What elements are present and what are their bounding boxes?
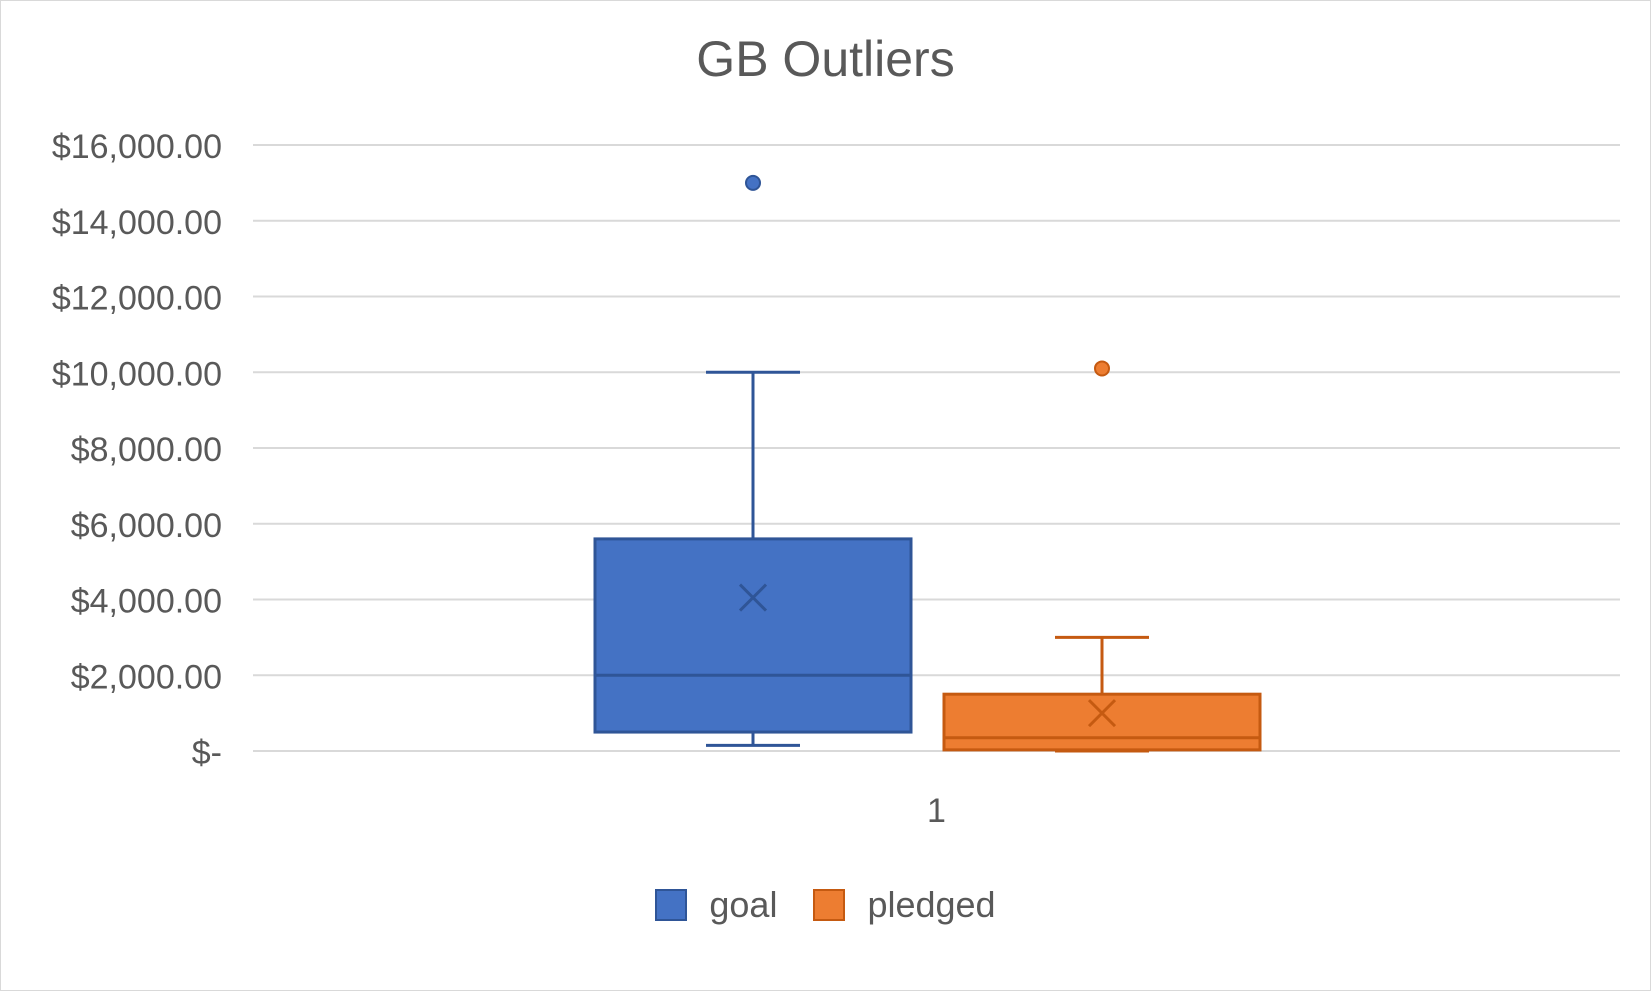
box-series [593,174,1262,753]
legend-swatch-goal [655,889,688,921]
y-axis-tick-labels: $- $2,000.00 $4,000.00 $6,000.00 $8,000.00 $1… [52,128,222,772]
y-tick-label: $14,000.00 [52,204,222,242]
box-goal [593,174,913,747]
y-tick-label: $4,000.00 [71,583,222,621]
outlier-point [745,174,761,191]
box-goal-iqr [593,537,913,734]
mean-marker [738,583,768,612]
x-tick-label: 1 [927,792,946,830]
y-tick-label: $10,000.00 [52,355,222,393]
y-tick-label: $2,000.00 [71,658,222,696]
legend-item-pledged: pledged [813,884,996,926]
box-pledged [942,360,1262,753]
chart-title: GB Outliers [696,31,955,87]
legend-label-pledged: pledged [867,884,996,925]
gridlines [253,144,1620,752]
y-tick-label: $16,000.00 [52,128,222,166]
outlier-point [1094,360,1110,377]
x-axis-tick-labels: 1 [927,792,946,830]
legend: goal pledged [0,884,1651,926]
y-tick-label: $12,000.00 [52,280,222,318]
legend-swatch-pledged [813,889,846,921]
y-tick-label: $8,000.00 [71,431,222,469]
y-tick-label: $- [192,734,222,772]
legend-label-goal: goal [709,884,778,925]
y-tick-label: $6,000.00 [71,507,222,545]
mean-marker [1087,699,1117,728]
box-pledged-iqr [942,692,1262,752]
legend-item-goal: goal [655,884,777,926]
